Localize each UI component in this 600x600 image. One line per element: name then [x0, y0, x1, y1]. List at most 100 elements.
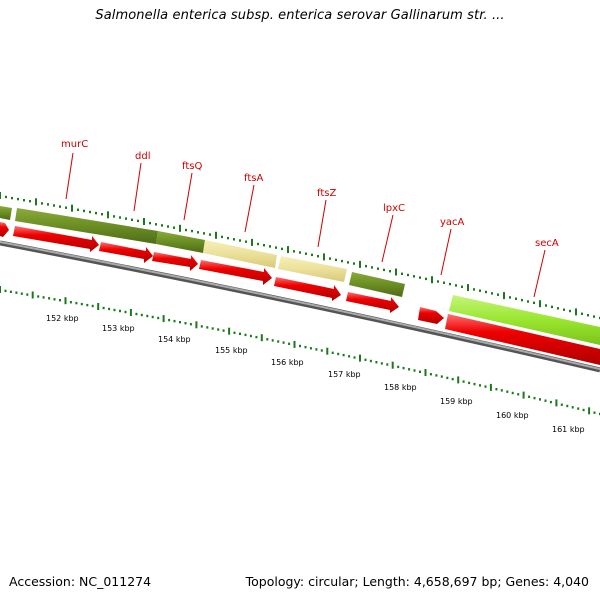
minor-tick [389, 270, 391, 273]
minor-tick [407, 273, 409, 277]
major-tick [31, 291, 34, 299]
feature-track [0, 206, 600, 345]
gene-label-ftsA[interactable]: ftsA [244, 173, 263, 184]
minor-tick [495, 388, 498, 391]
minor-tick [377, 267, 379, 270]
minor-tick [348, 355, 351, 358]
minor-tick [369, 359, 372, 363]
cds-arrow[interactable] [0, 222, 9, 237]
map-title: Salmonella enterica subsp. enterica sero… [95, 8, 505, 23]
minor-tick [75, 301, 78, 305]
minor-tick [119, 309, 121, 313]
minor-tick [59, 205, 61, 208]
cds-arrow[interactable] [13, 226, 99, 252]
minor-tick [179, 321, 181, 324]
minor-tick [108, 307, 111, 311]
gene-label-ftsZ[interactable]: ftsZ [317, 188, 336, 199]
gene-label-murC[interactable]: murC [61, 139, 88, 150]
minor-tick [113, 308, 116, 312]
minor-tick [515, 297, 517, 300]
minor-tick [491, 292, 493, 295]
minor-tick [249, 334, 252, 338]
minor-tick [451, 377, 454, 381]
minor-tick [17, 197, 19, 201]
minor-tick [563, 308, 565, 311]
major-tick [522, 391, 525, 399]
major-tick [359, 260, 361, 268]
minor-tick [315, 348, 318, 351]
minor-tick [255, 335, 258, 339]
cds-arrow[interactable] [152, 252, 198, 271]
major-tick [260, 334, 263, 342]
gene-label-ftsQ[interactable]: ftsQ [182, 161, 202, 172]
major-tick [143, 218, 145, 225]
minor-tick [29, 200, 31, 203]
minor-tick [449, 282, 451, 286]
cds-arrow[interactable] [346, 292, 399, 313]
cds-arrow-track [0, 222, 600, 365]
kbp-label: 158 kbp [384, 383, 417, 392]
minor-tick [119, 216, 121, 219]
major-tick [457, 376, 460, 384]
minor-tick [137, 219, 139, 223]
minor-tick [131, 218, 133, 221]
minor-tick [233, 331, 236, 334]
major-tick [323, 253, 325, 261]
major-tick [539, 300, 541, 308]
minor-tick [309, 347, 312, 350]
minor-tick [455, 284, 457, 287]
minor-tick [533, 396, 536, 400]
minor-tick [269, 245, 271, 248]
major-tick [179, 224, 181, 232]
minor-tick [320, 349, 323, 352]
feature-block-lpxC[interactable] [349, 272, 405, 297]
cds-arrow[interactable] [445, 314, 600, 365]
minor-tick [53, 298, 56, 301]
feature-block-murC-left[interactable] [0, 206, 12, 220]
minor-tick [425, 277, 427, 281]
feature-block-ftsA[interactable] [278, 256, 347, 282]
minor-tick [37, 295, 40, 298]
major-tick [489, 383, 492, 391]
minor-tick [245, 240, 247, 243]
lower-tick-ring [0, 286, 600, 416]
cds-arrow[interactable] [274, 277, 341, 301]
minor-tick [217, 328, 220, 331]
gene-label-ddl[interactable]: ddl [135, 151, 150, 162]
minor-tick [335, 258, 337, 262]
feature-block-secA[interactable] [449, 295, 600, 345]
genome-summary-text: Topology: circular; Length: 4,658,697 bp… [245, 574, 589, 589]
minor-tick [266, 338, 269, 341]
minor-tick [244, 333, 247, 337]
minor-tick [89, 210, 91, 214]
feature-block-ddl[interactable] [156, 231, 205, 253]
gene-label-lpxC[interactable]: lpxC [383, 203, 405, 214]
minor-tick [386, 363, 389, 366]
minor-tick [275, 246, 277, 249]
cds-arrow[interactable] [418, 307, 444, 324]
feature-block-murC[interactable] [15, 208, 158, 244]
minor-tick [26, 293, 29, 296]
minor-tick [479, 384, 481, 387]
cds-arrow[interactable] [99, 242, 153, 263]
minor-tick [408, 368, 411, 371]
minor-tick [221, 235, 223, 239]
cds-arrow[interactable] [199, 260, 272, 285]
gene-label-secA[interactable]: secA [535, 238, 559, 249]
major-tick [64, 297, 67, 305]
minor-tick [533, 301, 535, 304]
minor-tick [281, 247, 283, 251]
gene-label-yacA[interactable]: yacA [440, 217, 465, 228]
minor-tick [473, 382, 476, 386]
minor-tick [375, 361, 378, 364]
minor-tick [239, 332, 241, 335]
minor-tick [155, 223, 157, 226]
gene-labels: murC ddl ftsQ ftsA ftsZ lpxC yacA secA [61, 139, 559, 249]
minor-tick [365, 264, 367, 268]
kbp-scale-labels: 152 kbp 153 kbp 154 kbp 155 kbp 156 kbp … [46, 314, 585, 434]
minor-tick [47, 203, 49, 206]
kbp-label: 156 kbp [271, 358, 304, 367]
minor-tick [299, 344, 301, 348]
feature-block-ftsQ[interactable] [203, 240, 277, 268]
minor-tick [506, 390, 509, 393]
